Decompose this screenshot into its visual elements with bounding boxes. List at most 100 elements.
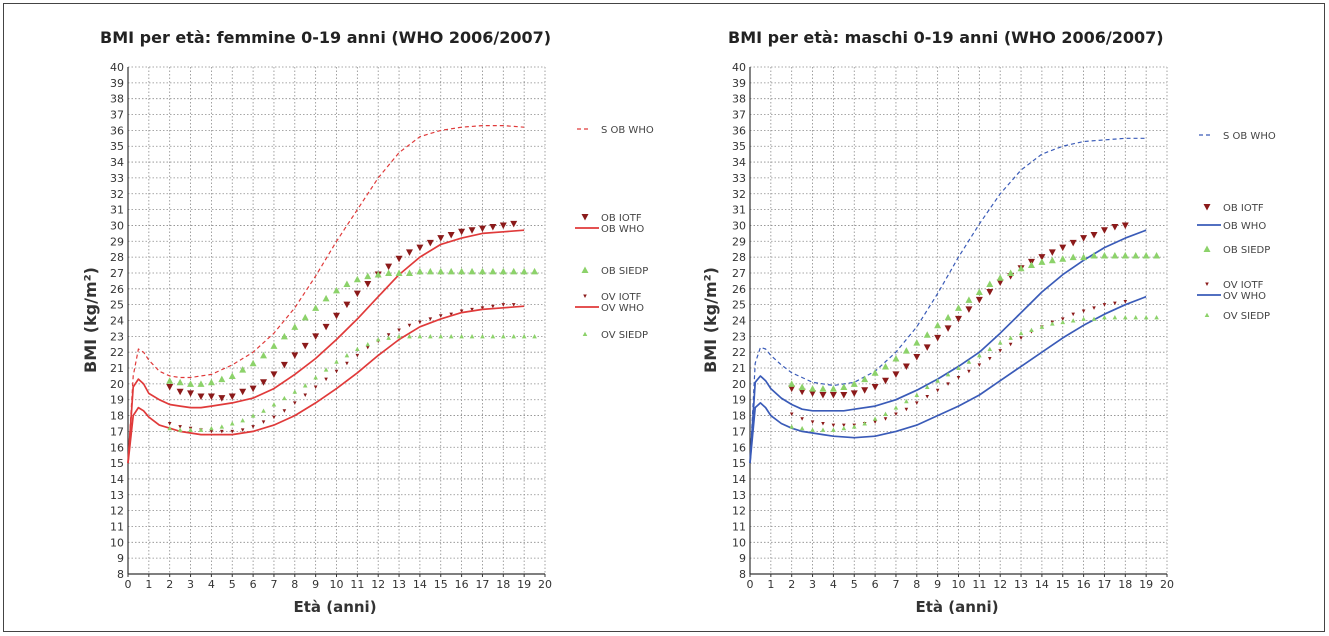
data-point [1007, 269, 1015, 276]
data-point [1059, 244, 1067, 252]
data-point [829, 391, 837, 399]
data-point [511, 303, 516, 307]
y-tick-label: 21 [732, 362, 746, 375]
x-axis-label: Età (anni) [915, 598, 998, 616]
data-point [883, 411, 888, 416]
data-point [426, 267, 434, 275]
data-point [923, 331, 931, 338]
data-point [458, 228, 466, 236]
y-tick-label: 10 [732, 536, 746, 549]
y-tick-label: 22 [110, 346, 124, 359]
legend-label: OB IOTF [1223, 203, 1264, 214]
data-point [829, 385, 837, 392]
y-tick-label: 36 [110, 124, 124, 137]
data-point [449, 312, 453, 317]
data-point [228, 372, 236, 379]
data-point [209, 429, 214, 434]
data-point [934, 321, 942, 329]
data-point [437, 267, 445, 275]
legend-item: OV SIEDP [582, 330, 648, 341]
x-tick-label: 7 [892, 578, 899, 591]
data-point [395, 269, 403, 276]
data-point [1080, 235, 1088, 242]
x-tick-label: 7 [270, 578, 277, 591]
x-axis-label: Età (anni) [293, 598, 376, 616]
series-line [749, 229, 1147, 464]
data-point [1123, 315, 1128, 320]
data-point [355, 353, 360, 358]
x-tick-label: 15 [1056, 578, 1070, 591]
x-tick-label: 19 [1139, 578, 1153, 591]
data-point [581, 214, 589, 221]
data-point [1102, 303, 1107, 307]
data-point [871, 369, 879, 376]
x-tick-label: 13 [392, 578, 406, 591]
data-point [324, 377, 328, 382]
data-point [478, 225, 486, 233]
figure-frame [3, 3, 1325, 632]
x-tick-label: 17 [1097, 578, 1111, 591]
data-point [480, 334, 485, 339]
x-tick-label: 2 [788, 578, 795, 591]
data-point [1123, 299, 1128, 304]
data-point [343, 280, 351, 288]
y-tick-label: 24 [732, 315, 746, 328]
y-tick-label: 12 [110, 505, 124, 518]
data-point [821, 421, 825, 426]
data-point [167, 421, 172, 426]
data-point [302, 383, 308, 388]
data-point [882, 377, 890, 385]
data-point [395, 255, 403, 263]
data-point [789, 424, 794, 429]
data-point [1142, 252, 1150, 259]
x-tick-label: 1 [767, 578, 774, 591]
data-point [1060, 319, 1066, 325]
data-point [177, 427, 183, 432]
data-point [1038, 254, 1046, 261]
data-point [935, 388, 940, 393]
y-tick-label: 18 [110, 410, 124, 423]
y-tick-label: 29 [110, 235, 124, 248]
data-point [510, 267, 518, 275]
data-point [841, 425, 847, 431]
y-tick-label: 33 [110, 172, 124, 185]
x-tick-label: 6 [872, 578, 879, 591]
data-point [925, 395, 930, 399]
data-point [924, 384, 930, 390]
data-point [365, 345, 370, 350]
x-tick-label: 3 [187, 578, 194, 591]
y-tick-label: 8 [739, 568, 746, 581]
series-s-ob-who [127, 125, 525, 464]
x-tick-label: 18 [1118, 578, 1132, 591]
x-tick-label: 6 [250, 578, 257, 591]
data-point [789, 412, 794, 416]
data-point [239, 388, 247, 396]
data-point [1027, 261, 1035, 269]
data-point [374, 271, 382, 278]
data-point [809, 390, 817, 397]
data-point [583, 294, 587, 298]
data-point [334, 369, 339, 374]
grid [128, 66, 546, 574]
data-point [416, 267, 424, 275]
legend-item: OV IOTF [583, 292, 642, 303]
data-point [323, 367, 329, 372]
data-point [893, 405, 899, 410]
y-tick-label: 21 [110, 362, 124, 375]
series-line [127, 125, 525, 464]
y-tick-label: 39 [110, 77, 124, 90]
data-point [799, 425, 805, 431]
data-point [1203, 245, 1211, 252]
data-point [385, 269, 393, 276]
y-tick-label: 11 [110, 520, 124, 533]
data-point [428, 334, 433, 339]
data-point [1100, 252, 1108, 259]
data-point [426, 239, 434, 247]
legend-label: OV IOTF [601, 292, 642, 303]
data-point [240, 418, 245, 423]
data-point [386, 335, 391, 340]
data-point [249, 385, 257, 393]
data-point [218, 395, 226, 402]
data-point [810, 427, 815, 432]
y-tick-label: 29 [732, 235, 746, 248]
